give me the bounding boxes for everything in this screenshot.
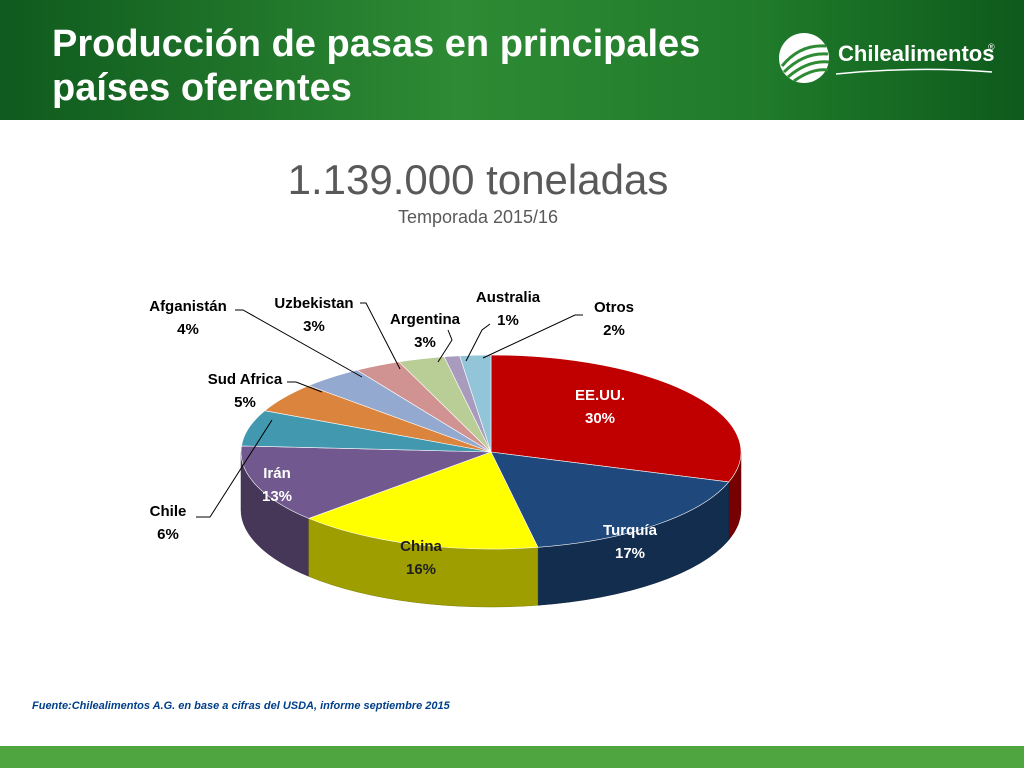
pie-slice-iran bbox=[240, 445, 492, 519]
chart-title: 1.139.000 toneladas bbox=[287, 156, 669, 203]
leader-line-australia bbox=[465, 323, 491, 362]
page-title: Producción de pasas en principales paíse… bbox=[52, 23, 701, 109]
value-afganistan: 4% bbox=[177, 321, 199, 338]
data-labels: EE.UU. 30% Turquía 17% China 16% Irán 13% Chile 6… bbox=[149, 289, 657, 578]
leader-line-afganistan bbox=[235, 309, 363, 378]
logo-registered-mark: ® bbox=[988, 42, 995, 52]
pie-side-walls bbox=[240, 451, 742, 608]
value-argentina: 3% bbox=[414, 334, 436, 351]
label-afganistan: Afganistán bbox=[149, 298, 227, 315]
chilealimentos-logo-icon bbox=[779, 33, 993, 83]
label-china: China bbox=[400, 538, 442, 555]
footer-bar bbox=[0, 746, 1024, 768]
label-sud-africa: Sud Africa bbox=[208, 371, 283, 388]
value-uzbekistan: 3% bbox=[303, 318, 325, 335]
value-turquia: 17% bbox=[615, 545, 645, 562]
value-australia: 1% bbox=[497, 312, 519, 329]
leader-line-uzbekistan bbox=[360, 302, 401, 370]
chart-subtitle: Temporada 2015/16 bbox=[397, 207, 559, 227]
pie-slice-turquia bbox=[490, 451, 730, 548]
source-note: Fuente:Chilealimentos A.G. en base a cif… bbox=[32, 700, 450, 712]
value-iran: 13% bbox=[262, 488, 292, 505]
logo-text: Chilealimentos bbox=[838, 41, 995, 66]
value-otros: 2% bbox=[603, 322, 625, 339]
value-china: 16% bbox=[406, 561, 436, 578]
label-uzbekistan: Uzbekistan bbox=[274, 295, 353, 312]
label-argentina: Argentina bbox=[390, 311, 461, 328]
pie-top bbox=[240, 354, 742, 550]
header-banner bbox=[0, 0, 1024, 120]
pie-slice-china bbox=[307, 451, 539, 550]
pie-slice-otros bbox=[459, 354, 492, 453]
value-chile: 6% bbox=[157, 526, 179, 543]
label-turquia: Turquía bbox=[603, 522, 658, 539]
leader-line-argentina bbox=[437, 329, 453, 363]
label-australia: Australia bbox=[476, 289, 541, 306]
label-otros: Otros bbox=[594, 299, 634, 316]
pie-slice-ee-uu bbox=[490, 354, 742, 483]
value-ee-uu: 30% bbox=[585, 410, 615, 427]
leader-line-chile bbox=[196, 419, 273, 518]
value-sud-africa: 5% bbox=[234, 394, 256, 411]
label-ee-uu: EE.UU. bbox=[575, 387, 625, 404]
leader-line-sud-africa bbox=[287, 381, 323, 393]
leader-line-otros bbox=[482, 314, 583, 359]
label-iran: Irán bbox=[263, 465, 291, 482]
label-chile: Chile bbox=[150, 503, 187, 520]
